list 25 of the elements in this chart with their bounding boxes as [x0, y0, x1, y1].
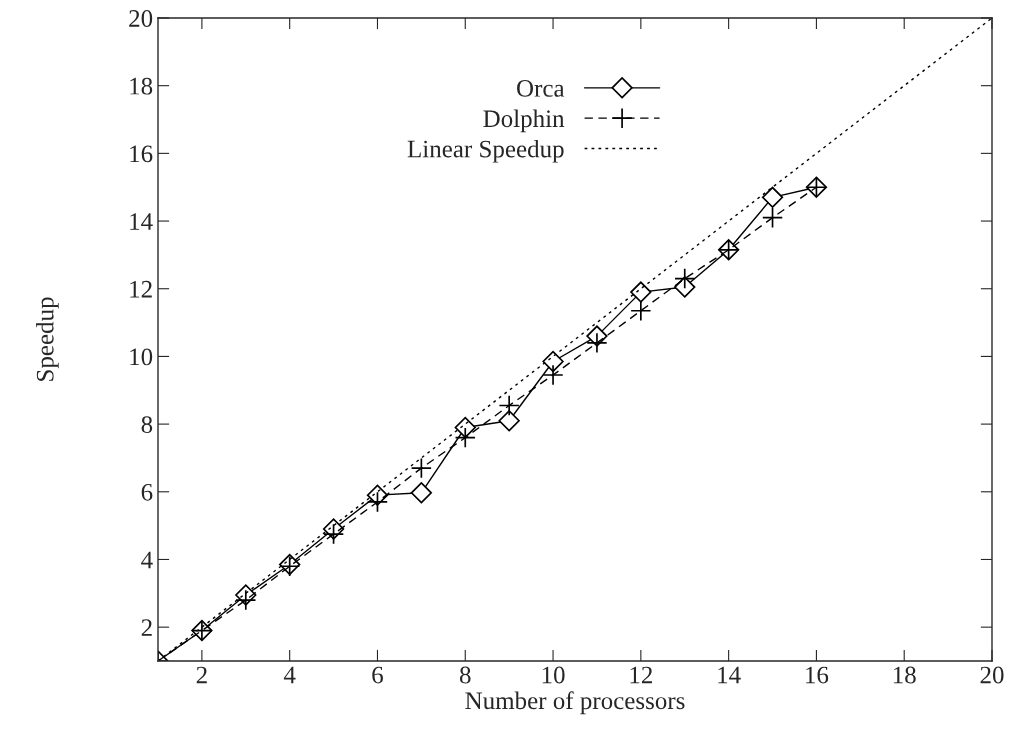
y-tick-label: 2: [141, 619, 152, 636]
x-tick-label: 4: [283, 666, 296, 684]
x-tick-label: 6: [372, 666, 383, 684]
x-tick-label: 14: [718, 666, 741, 684]
y-tick-label: 4: [141, 551, 153, 569]
x-tick-label: 16: [806, 666, 829, 684]
x-axis-title: Number of processors: [465, 691, 685, 715]
legend-label: Linear Speedup: [407, 139, 564, 163]
y-tick-label: 10: [130, 348, 153, 366]
y-axis-title: Speedup: [36, 297, 59, 381]
x-tick-label: 12: [630, 666, 652, 684]
y-tick-label: 14: [130, 213, 153, 230]
y-tick-label: 8: [141, 416, 153, 434]
x-tick-label: 18: [893, 666, 916, 684]
y-tick-label: 12: [130, 280, 152, 298]
y-tick-label: 18: [130, 77, 153, 95]
x-tick-label: 20: [980, 666, 1004, 684]
x-tick-label: 2: [196, 666, 207, 684]
y-tick-label: 16: [130, 145, 153, 163]
x-tick-label: 8: [459, 666, 471, 684]
legend-label: Dolphin: [483, 109, 565, 133]
y-tick-label: 6: [141, 483, 153, 501]
y-tick-label: 20: [129, 10, 153, 27]
x-tick-label: 10: [542, 666, 565, 684]
legend-label: Orca: [517, 80, 565, 97]
